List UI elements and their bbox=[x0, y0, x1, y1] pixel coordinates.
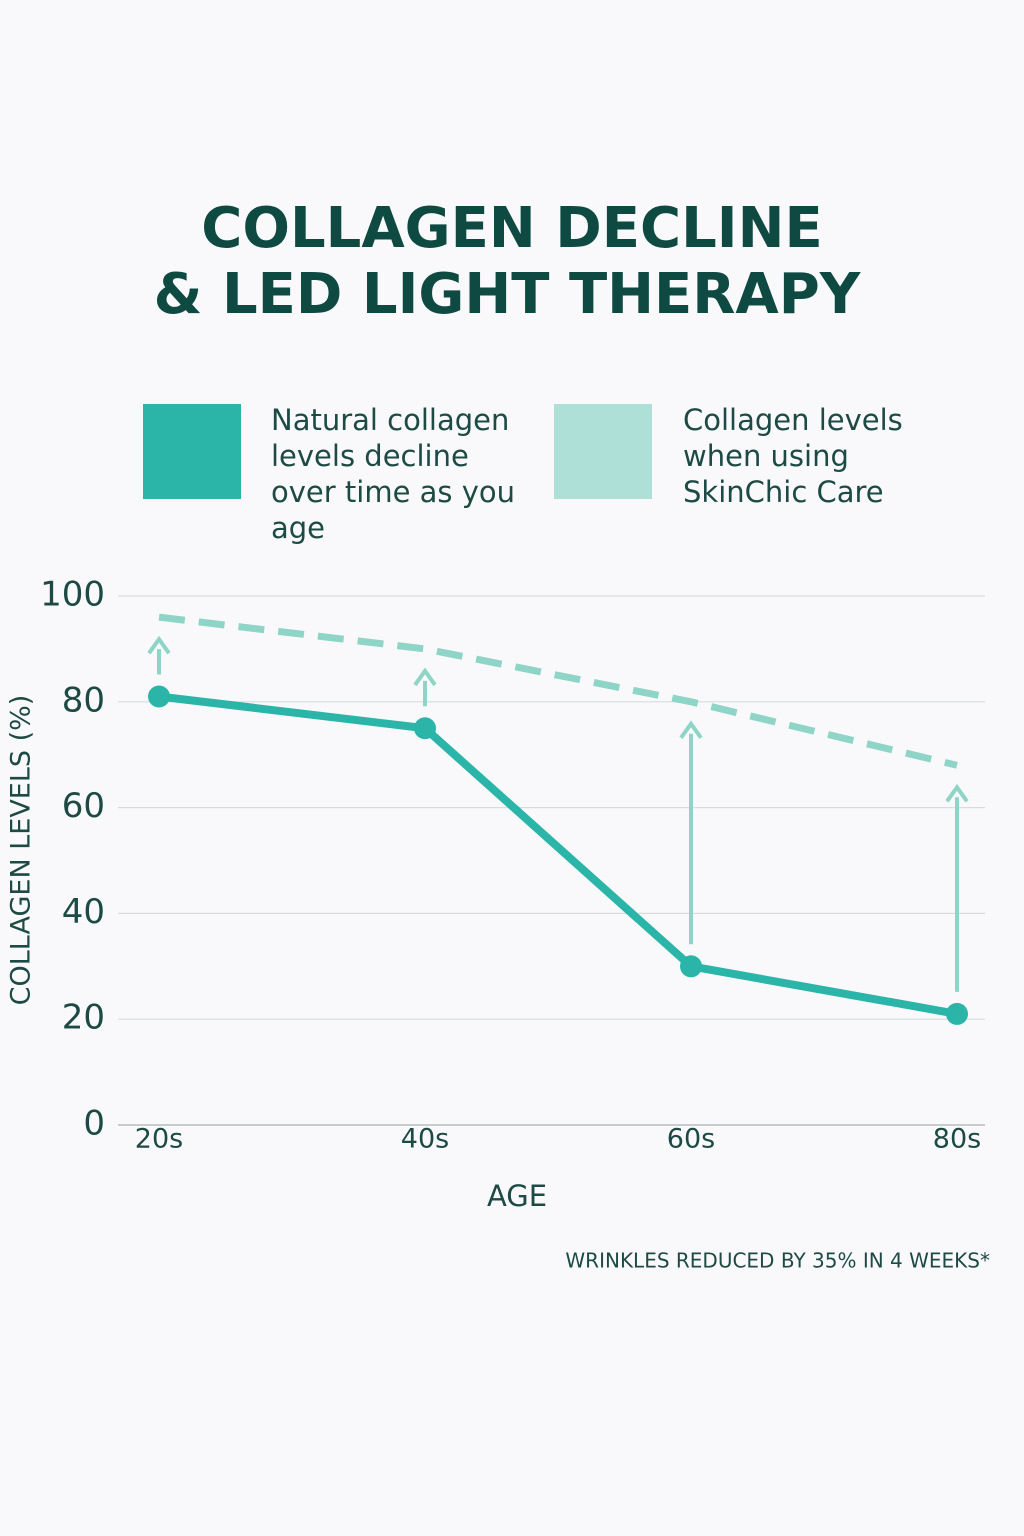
legend-label: Natural collagen levels decline over tim… bbox=[271, 403, 516, 545]
legend-swatch bbox=[143, 404, 241, 499]
series-line bbox=[158, 692, 958, 1018]
x-tick-label: 80s bbox=[933, 1124, 981, 1155]
arrow-head bbox=[147, 635, 171, 655]
legend-label: Collagen levels when using SkinChic Care bbox=[683, 403, 903, 509]
series-line bbox=[158, 613, 958, 769]
improvement-arrow bbox=[147, 635, 171, 675]
arrow-head bbox=[413, 667, 437, 687]
y-tick-label: 100 bbox=[40, 575, 105, 615]
y-tick-label: 80 bbox=[62, 680, 105, 720]
improvement-arrow bbox=[945, 783, 969, 992]
improvement-arrow bbox=[679, 720, 703, 945]
y-tick-label: 40 bbox=[62, 892, 105, 932]
y-tick-label: 20 bbox=[62, 998, 105, 1038]
chart-title: & LED LIGHT THERAPY bbox=[154, 262, 862, 327]
improvement-arrow bbox=[413, 667, 437, 707]
chart-title: COLLAGEN DECLINE bbox=[201, 196, 822, 261]
data-point bbox=[148, 685, 170, 708]
y-axis-label: COLLAGEN LEVELS (%) bbox=[6, 695, 37, 1006]
y-tick-label: 60 bbox=[62, 786, 105, 826]
legend-swatch bbox=[554, 404, 652, 499]
x-axis-label: AGE bbox=[487, 1179, 547, 1213]
x-tick-label: 60s bbox=[667, 1124, 715, 1155]
data-point bbox=[680, 955, 702, 978]
x-tick-label: 20s bbox=[135, 1124, 183, 1155]
data-point bbox=[414, 717, 436, 740]
x-tick-label: 40s bbox=[401, 1124, 449, 1155]
arrow-head bbox=[679, 720, 703, 739]
arrow-head bbox=[945, 783, 969, 803]
data-point bbox=[946, 1002, 968, 1025]
footnote: WRINKLES REDUCED BY 35% IN 4 WEEKS* bbox=[565, 1249, 990, 1273]
y-tick-label: 0 bbox=[83, 1104, 105, 1144]
